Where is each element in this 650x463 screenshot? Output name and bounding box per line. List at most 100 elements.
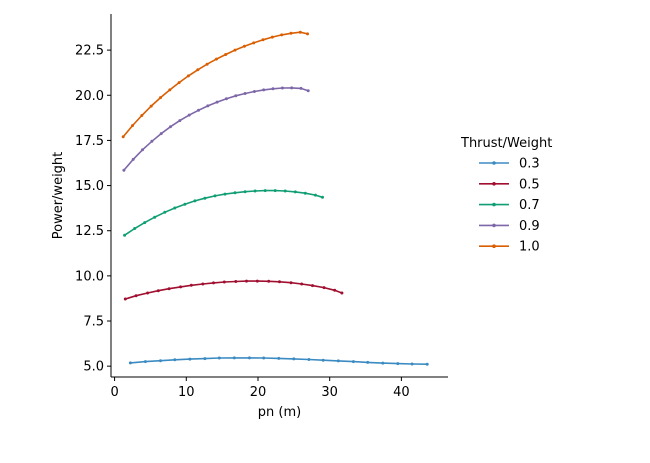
series-point <box>233 48 237 52</box>
series-point <box>252 90 256 93</box>
series-point <box>262 88 266 92</box>
series-point <box>273 189 277 193</box>
series-point <box>189 283 193 287</box>
y-tick-label: 7.5 <box>83 315 104 330</box>
series-point <box>410 362 414 366</box>
legend-marker <box>492 244 496 248</box>
series-point <box>201 282 205 286</box>
legend-marker <box>492 182 496 186</box>
series-point <box>306 32 309 36</box>
series-layer <box>121 30 429 366</box>
series-point <box>247 356 251 360</box>
series-point <box>280 86 284 90</box>
series-point <box>131 124 134 128</box>
series-point <box>187 113 191 117</box>
series-point <box>222 280 226 284</box>
series-point <box>299 86 303 90</box>
series-point <box>163 210 167 214</box>
x-tick-label: 10 <box>178 385 195 400</box>
series-line-3 <box>123 87 309 171</box>
series-point <box>153 215 157 219</box>
series-point <box>150 139 154 143</box>
series-point <box>336 359 340 363</box>
series-point <box>366 360 370 364</box>
series-point <box>133 227 137 230</box>
y-ticks: 5.0 7.5 10.0 12.5 15.0 17.5 20.0 22.5 <box>75 44 111 375</box>
x-tick-label: 0 <box>110 385 118 400</box>
series-point <box>212 281 215 285</box>
series-point <box>280 33 284 37</box>
series-point <box>321 358 325 362</box>
series-point <box>270 35 274 39</box>
series-point <box>179 285 183 289</box>
legend-marker <box>492 223 496 228</box>
legend-label: 0.7 <box>519 198 540 213</box>
series-point <box>289 281 293 285</box>
series-point <box>277 356 281 360</box>
series-point <box>322 286 326 290</box>
series-line-4 <box>122 31 308 138</box>
series-point <box>242 44 246 48</box>
series-point <box>131 157 135 161</box>
series-point <box>306 89 310 93</box>
series-point <box>156 289 160 293</box>
series-point <box>233 191 237 195</box>
series-point <box>214 57 218 61</box>
series-point <box>333 288 337 292</box>
y-tick-label: 20.0 <box>75 89 104 104</box>
series-point <box>234 280 238 283</box>
y-tick-label: 17.5 <box>75 134 104 149</box>
series-point <box>140 114 144 117</box>
series-point <box>300 282 304 286</box>
series-point <box>205 62 209 66</box>
series-point <box>261 38 265 42</box>
legend-label: 0.9 <box>519 219 540 234</box>
x-tick-label: 40 <box>393 385 410 400</box>
series-point <box>311 284 314 288</box>
legend-label: 1.0 <box>519 240 540 255</box>
series-point <box>278 280 281 284</box>
series-point <box>159 96 162 100</box>
series-point <box>290 86 294 90</box>
series-point <box>186 74 190 78</box>
series-point <box>425 362 429 366</box>
legend-label: 0.3 <box>519 157 540 172</box>
series-point <box>128 361 132 365</box>
series-point <box>307 358 311 361</box>
series-point <box>143 221 147 225</box>
series-point <box>313 193 317 197</box>
series-point <box>321 195 324 199</box>
series-point <box>167 287 171 291</box>
series-line-2 <box>124 189 323 236</box>
y-tick-label: 10.0 <box>75 269 104 284</box>
y-axis-label: Power/weight <box>51 152 66 240</box>
legend-label: 0.5 <box>519 177 540 192</box>
series-point <box>234 94 238 98</box>
series-point <box>283 189 287 193</box>
series-point <box>232 356 236 360</box>
series-point <box>168 88 172 92</box>
series-point <box>173 358 177 362</box>
x-axis-label: pn (m) <box>258 405 301 420</box>
series-point <box>289 31 293 35</box>
series-point <box>159 132 163 136</box>
series-point <box>351 360 355 364</box>
legend-marker <box>492 202 496 207</box>
series-point <box>206 104 210 108</box>
legend-marker <box>492 161 496 165</box>
series-point <box>252 41 256 45</box>
series-point <box>262 356 266 360</box>
series-point <box>178 119 182 123</box>
series-point <box>217 356 221 360</box>
series-point <box>196 68 200 72</box>
y-tick-label: 12.5 <box>75 224 104 239</box>
axes-layer <box>110 14 448 378</box>
series-point <box>143 360 147 364</box>
series-point <box>197 108 200 112</box>
series-point <box>263 189 267 193</box>
series-point <box>215 100 219 104</box>
series-point <box>245 279 248 283</box>
series-point <box>253 189 257 193</box>
series-point <box>183 202 187 206</box>
